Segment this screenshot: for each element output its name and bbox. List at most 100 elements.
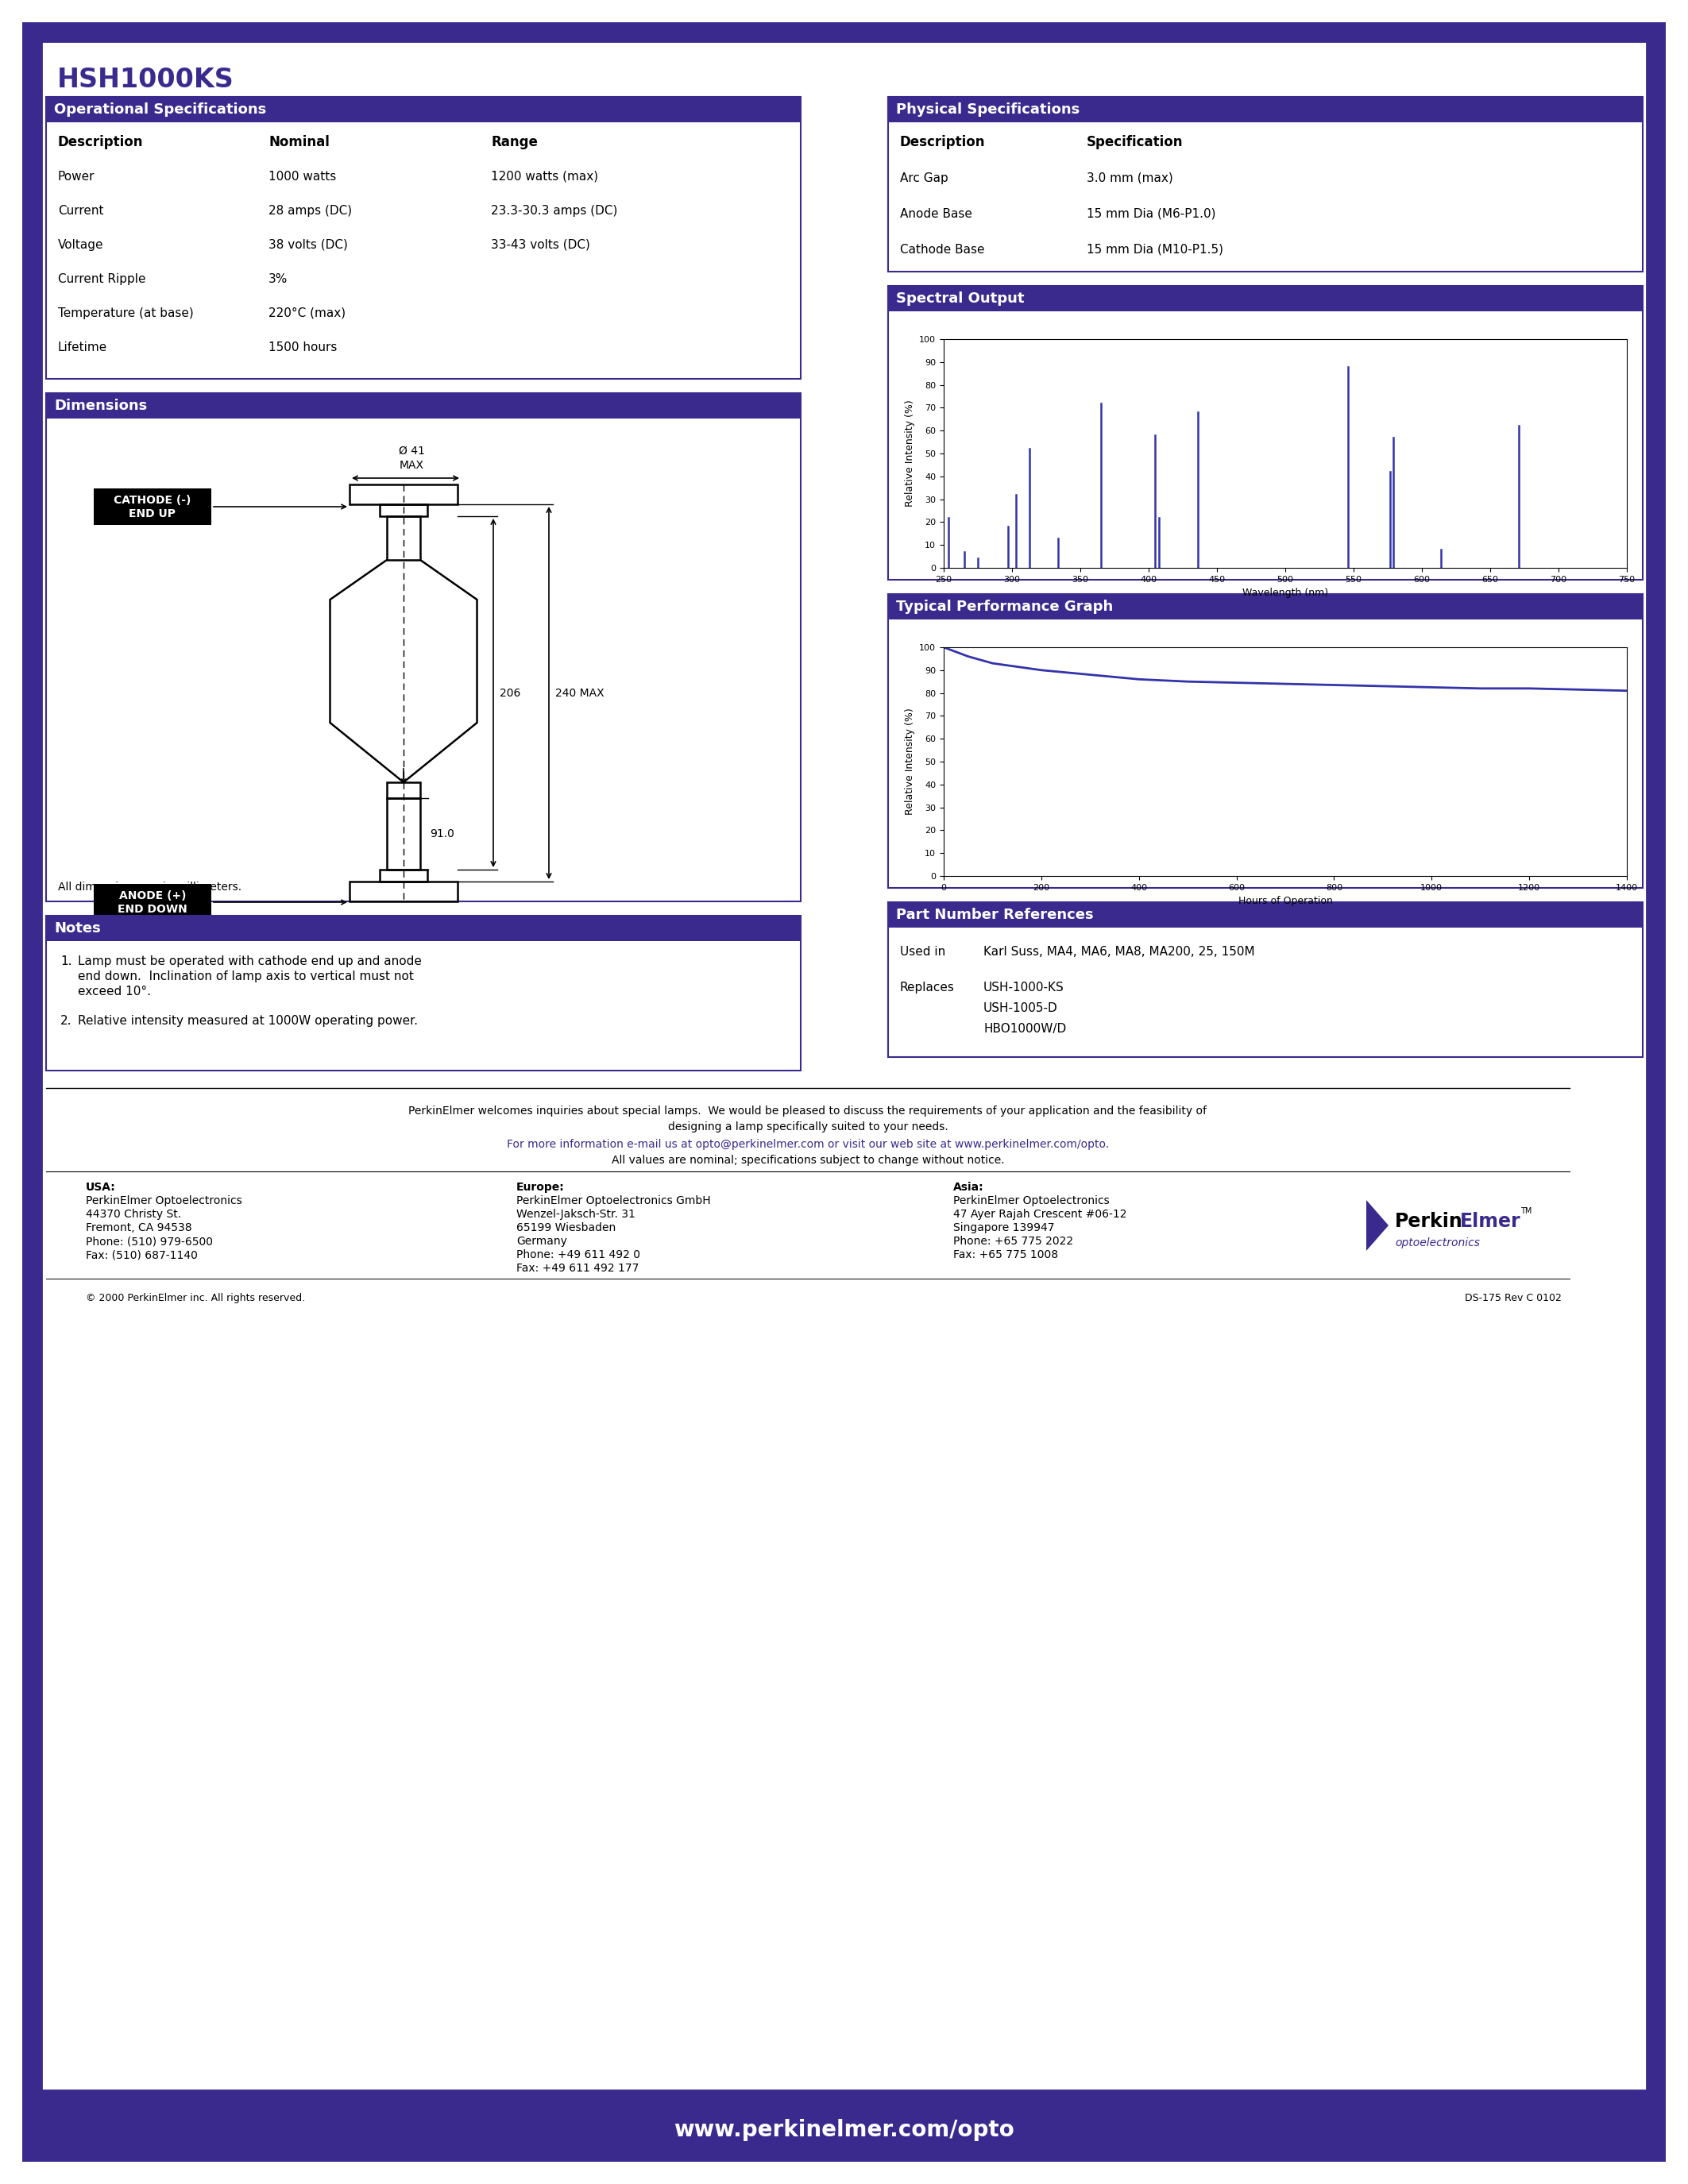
Bar (387, 782, 420, 797)
Text: Fax: (510) 687-1140: Fax: (510) 687-1140 (86, 1249, 197, 1260)
Text: USA:: USA: (86, 1182, 116, 1192)
Text: PerkinElmer Optoelectronics GmbH: PerkinElmer Optoelectronics GmbH (517, 1195, 711, 1206)
Bar (46, 393, 800, 419)
Text: 206: 206 (500, 688, 520, 699)
Bar (349, 485, 457, 505)
Text: Operational Specifications: Operational Specifications (54, 103, 267, 116)
X-axis label: Hours of Operation: Hours of Operation (1237, 895, 1332, 906)
Text: Fremont, CA 94538: Fremont, CA 94538 (86, 1223, 192, 1234)
Text: Voltage: Voltage (57, 238, 103, 251)
Text: DS-175 Rev C 0102: DS-175 Rev C 0102 (1465, 1293, 1561, 1304)
Text: 1200 watts (max): 1200 watts (max) (491, 170, 598, 181)
Text: optoelectronics: optoelectronics (1394, 1238, 1480, 1249)
Text: 44370 Christy St.: 44370 Christy St. (86, 1208, 181, 1221)
Bar (46, 96, 800, 378)
Text: Lamp must be operated with cathode end up and anode: Lamp must be operated with cathode end u… (78, 954, 422, 968)
Text: Part Number References: Part Number References (896, 909, 1094, 922)
Text: Nominal: Nominal (268, 135, 329, 149)
Text: END DOWN: END DOWN (118, 904, 187, 915)
Y-axis label: Relative Intensity (%): Relative Intensity (%) (905, 708, 915, 815)
Bar (380, 505, 427, 515)
Bar (95, 489, 211, 524)
Bar (46, 393, 800, 902)
Text: Used in: Used in (900, 946, 945, 957)
Text: Elmer: Elmer (1460, 1212, 1521, 1232)
Text: 1.: 1. (61, 954, 73, 968)
Text: 3%: 3% (268, 273, 289, 284)
Bar (349, 882, 457, 902)
Text: 1000 watts: 1000 watts (268, 170, 336, 181)
Text: Lifetime: Lifetime (57, 341, 108, 354)
Bar (888, 902, 1642, 1057)
Text: PerkinElmer Optoelectronics: PerkinElmer Optoelectronics (954, 1195, 1109, 1206)
Text: Germany: Germany (517, 1236, 567, 1247)
Text: Description: Description (57, 135, 143, 149)
Text: TM: TM (1521, 1208, 1531, 1214)
Text: Range: Range (491, 135, 538, 149)
Text: USH-1000-KS: USH-1000-KS (984, 981, 1063, 994)
Text: Relative intensity measured at 1000W operating power.: Relative intensity measured at 1000W ope… (78, 1016, 419, 1026)
Text: Typical Performance Graph: Typical Performance Graph (896, 601, 1112, 614)
Text: 65199 Wiesbaden: 65199 Wiesbaden (517, 1223, 616, 1234)
Text: Notes: Notes (54, 922, 101, 935)
Bar (888, 902, 1642, 928)
Text: HBO1000W/D: HBO1000W/D (984, 1022, 1067, 1035)
Text: Description: Description (900, 135, 986, 149)
Text: Current: Current (57, 205, 103, 216)
Text: All values are nominal; specifications subject to change without notice.: All values are nominal; specifications s… (611, 1155, 1004, 1166)
Bar (888, 96, 1642, 271)
Text: 220°C (max): 220°C (max) (268, 308, 346, 319)
Text: Power: Power (57, 170, 95, 181)
Text: Wenzel-Jaksch-Str. 31: Wenzel-Jaksch-Str. 31 (517, 1208, 635, 1221)
Text: 47 Ayer Rajah Crescent #06-12: 47 Ayer Rajah Crescent #06-12 (954, 1208, 1128, 1221)
Text: Perkin: Perkin (1394, 1212, 1463, 1232)
Text: Cathode Base: Cathode Base (900, 242, 984, 256)
Bar (387, 797, 420, 869)
Text: ANODE (+): ANODE (+) (118, 891, 186, 902)
Text: Fax: +49 611 492 177: Fax: +49 611 492 177 (517, 1262, 640, 1273)
Bar (22, 2099, 1666, 2162)
Text: HSH1000KS: HSH1000KS (57, 66, 235, 92)
Bar (888, 286, 1642, 579)
Text: USH-1005-D: USH-1005-D (984, 1002, 1058, 1013)
Text: PerkinElmer welcomes inquiries about special lamps.  We would be pleased to disc: PerkinElmer welcomes inquiries about spe… (408, 1105, 1207, 1116)
Polygon shape (1366, 1199, 1389, 1251)
Text: 2.: 2. (61, 1016, 73, 1026)
Text: 23.3-30.3 amps (DC): 23.3-30.3 amps (DC) (491, 205, 618, 216)
Bar (380, 869, 427, 882)
Text: Fax: +65 775 1008: Fax: +65 775 1008 (954, 1249, 1058, 1260)
Text: © 2000 PerkinElmer inc. All rights reserved.: © 2000 PerkinElmer inc. All rights reser… (86, 1293, 306, 1304)
Text: Singapore 139947: Singapore 139947 (954, 1223, 1055, 1234)
Text: 15 mm Dia (M6-P1.0): 15 mm Dia (M6-P1.0) (1087, 207, 1215, 221)
Text: 240 MAX: 240 MAX (555, 688, 604, 699)
Text: Physical Specifications: Physical Specifications (896, 103, 1080, 116)
Text: Temperature (at base): Temperature (at base) (57, 308, 194, 319)
Text: 28 amps (DC): 28 amps (DC) (268, 205, 353, 216)
Text: Current Ripple: Current Ripple (57, 273, 145, 284)
Bar (888, 96, 1642, 122)
Text: Phone: +65 775 2022: Phone: +65 775 2022 (954, 1236, 1074, 1247)
Text: MAX: MAX (398, 461, 424, 472)
Bar (46, 96, 800, 122)
Text: exceed 10°.: exceed 10°. (78, 985, 150, 998)
Bar (888, 594, 1642, 889)
Text: 15 mm Dia (M10-P1.5): 15 mm Dia (M10-P1.5) (1087, 242, 1224, 256)
Text: 1500 hours: 1500 hours (268, 341, 338, 354)
Bar (46, 915, 800, 1070)
Text: 3.0 mm (max): 3.0 mm (max) (1087, 173, 1173, 183)
Text: Specification: Specification (1087, 135, 1183, 149)
Text: Asia:: Asia: (954, 1182, 984, 1192)
Bar (888, 594, 1642, 620)
Text: 38 volts (DC): 38 volts (DC) (268, 238, 348, 251)
X-axis label: Wavelength (nm): Wavelength (nm) (1242, 587, 1328, 598)
Text: All dimensions are in millimeters.: All dimensions are in millimeters. (57, 882, 241, 893)
Text: Replaces: Replaces (900, 981, 955, 994)
Text: CATHODE (-): CATHODE (-) (113, 496, 191, 507)
Bar (387, 515, 420, 559)
Text: end down.  Inclination of lamp axis to vertical must not: end down. Inclination of lamp axis to ve… (78, 970, 414, 983)
Text: Phone: +49 611 492 0: Phone: +49 611 492 0 (517, 1249, 640, 1260)
Text: www.perkinelmer.com/opto: www.perkinelmer.com/opto (674, 2118, 1014, 2140)
Text: Spectral Output: Spectral Output (896, 290, 1025, 306)
Text: Europe:: Europe: (517, 1182, 564, 1192)
Text: Ø 41: Ø 41 (398, 446, 425, 456)
